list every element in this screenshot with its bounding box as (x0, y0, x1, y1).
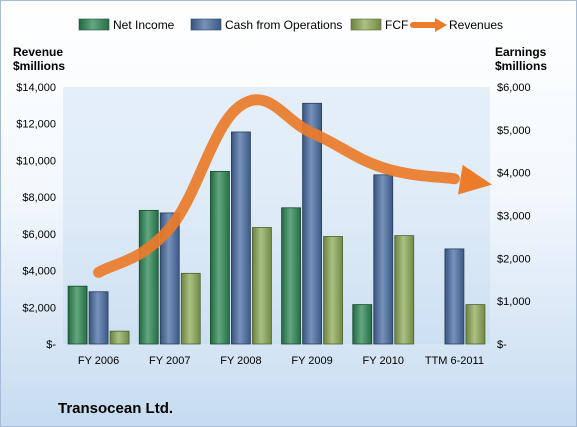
legend-label-fcf: FCF (385, 18, 408, 32)
revenues-line (93, 94, 460, 278)
right-tick-label: $5,000 (497, 125, 531, 137)
x-tick-label: TTM 6-2011 (425, 355, 484, 367)
bar-fcf-fy-2007 (180, 272, 201, 345)
left-tick-label: $6,000 (22, 229, 56, 241)
bar-net-income-fy-2007 (138, 209, 159, 345)
legend-label-revenues: Revenues (449, 18, 503, 32)
left-tick-label: $- (46, 339, 56, 351)
legend-arrowhead (435, 18, 447, 32)
legend-swatch-fcf (350, 18, 382, 31)
bar-net-income-fy-2008 (210, 170, 230, 345)
bar-cash-from-operations-fy-2008 (231, 131, 251, 345)
right-tick-label: $- (497, 339, 507, 351)
bar-cash-from-operations-fy-2009 (302, 102, 322, 345)
revenues-arrowhead (458, 164, 492, 195)
bar-cash-from-operations-fy-2006 (88, 291, 109, 345)
bar-cash-from-operations-fy-2007 (159, 212, 180, 345)
right-axis-title: Earnings (495, 45, 547, 59)
bar-cash-from-operations-ttm-6-2011 (444, 248, 465, 345)
plot-area (63, 87, 490, 344)
left-tick-label: $8,000 (22, 192, 56, 204)
left-tick-label: $12,000 (16, 119, 56, 131)
company-name: Transocean Ltd. (58, 400, 173, 417)
bar-fcf-fy-2006 (109, 330, 130, 345)
left-tick-label: $2,000 (22, 302, 56, 314)
bar-net-income-fy-2010 (352, 304, 373, 345)
bar-cash-from-operations-fy-2010 (373, 174, 394, 345)
bar-fcf-fy-2010 (394, 235, 415, 345)
legend-swatch-net-income (78, 18, 110, 31)
legend-label-net-income: Net Income (113, 18, 175, 32)
right-tick-label: $2,000 (497, 253, 531, 265)
left-tick-label: $4,000 (22, 266, 56, 278)
legend-label-cash-from-operations: Cash from Operations (225, 18, 342, 32)
legend-swatch-cash-from-operations (190, 18, 222, 31)
x-tick-label: FY 2010 (363, 355, 404, 367)
bar-fcf-ttm-6-2011 (465, 304, 486, 345)
bar-net-income-fy-2006 (67, 285, 88, 345)
left-tick-label: $10,000 (16, 155, 56, 167)
x-tick-label: FY 2009 (291, 355, 332, 367)
right-axis-unit: $millions (495, 59, 547, 73)
left-axis-title: Revenue (13, 45, 63, 59)
bar-fcf-fy-2009 (323, 236, 343, 345)
bar-fcf-fy-2008 (252, 227, 272, 345)
bar-net-income-fy-2009 (281, 207, 301, 345)
right-tick-label: $4,000 (497, 168, 531, 180)
left-tick-label: $14,000 (16, 82, 56, 94)
left-axis-unit: $millions (13, 59, 65, 73)
right-tick-label: $1,000 (497, 296, 531, 308)
right-tick-label: $6,000 (497, 82, 531, 94)
right-tick-label: $3,000 (497, 211, 531, 223)
x-tick-label: FY 2006 (78, 355, 119, 367)
x-tick-label: FY 2007 (149, 355, 190, 367)
x-tick-label: FY 2008 (220, 355, 261, 367)
